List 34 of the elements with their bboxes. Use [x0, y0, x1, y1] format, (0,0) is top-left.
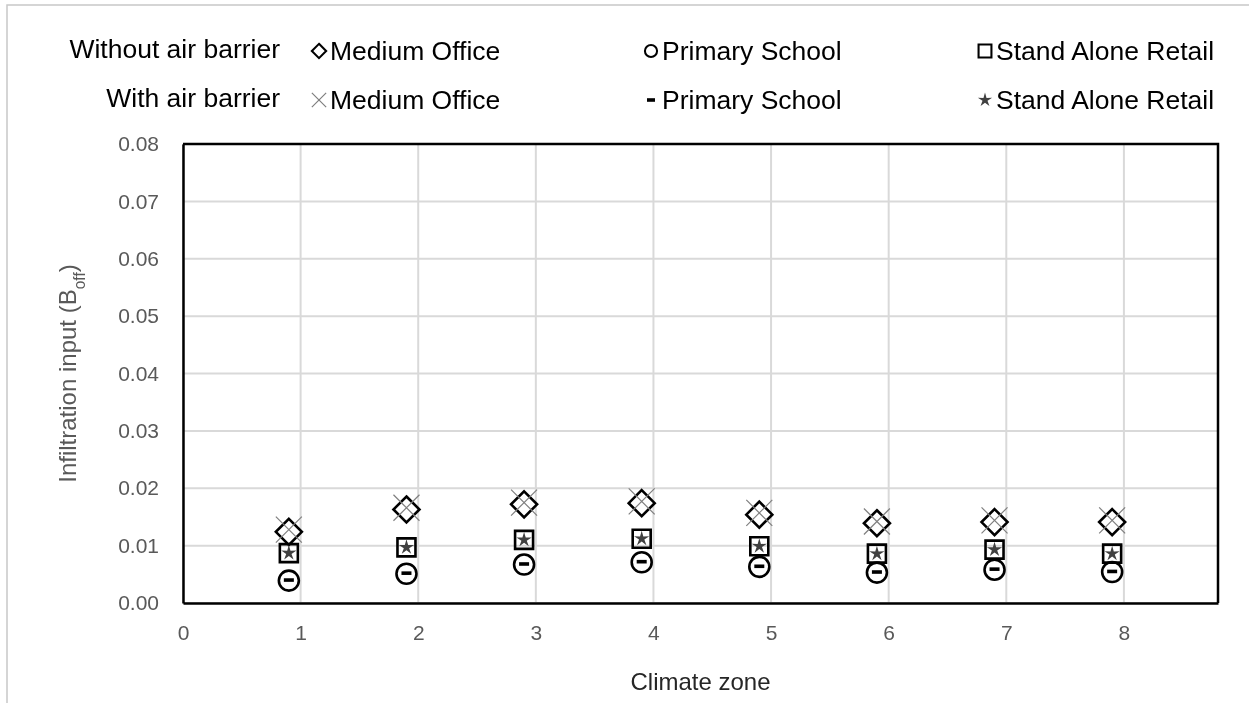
legend-label: Primary School [662, 36, 842, 67]
x-tick-label: 3 [530, 620, 543, 644]
point [983, 558, 1006, 581]
point [865, 561, 889, 584]
point [512, 553, 536, 576]
text: Without air barrier [69, 34, 281, 65]
legend-label: Stand Alone Retail [996, 36, 1215, 67]
x-tick-label: 5 [765, 620, 778, 644]
x-tick-label: 7 [1000, 620, 1013, 644]
x-tick-label: 4 [648, 620, 661, 644]
x-tick-label: 1 [295, 620, 307, 644]
legend-label: Medium Office [330, 36, 501, 67]
point [277, 569, 301, 592]
point [395, 562, 418, 586]
legend-label: Primary School [662, 85, 842, 116]
y-tick-label: 0.03 [118, 419, 159, 443]
y-tick-label: 0.05 [118, 304, 159, 328]
x-tick-label: 0 [177, 620, 190, 644]
point [748, 555, 771, 579]
legend-label: Stand Alone Retail [996, 85, 1215, 116]
text: With air barrier [106, 83, 281, 114]
y-tick-label: 0.01 [118, 533, 159, 557]
legend-label: Medium Office [330, 85, 501, 116]
x-tick-label: 6 [883, 620, 896, 644]
y-tick-label: 0.00 [118, 591, 159, 615]
y-tick-label: 0.06 [118, 246, 159, 270]
y-tick-label: 0.02 [118, 476, 159, 500]
y-tick-label: 0.07 [118, 189, 159, 213]
x-tick-label: 8 [1118, 620, 1131, 644]
y-tick-label: 0.04 [118, 361, 160, 385]
x-axis-title: Climate zone [630, 668, 771, 695]
y-tick-label: 0.08 [118, 132, 159, 156]
point [630, 550, 653, 574]
x-tick-label: 2 [412, 620, 425, 644]
